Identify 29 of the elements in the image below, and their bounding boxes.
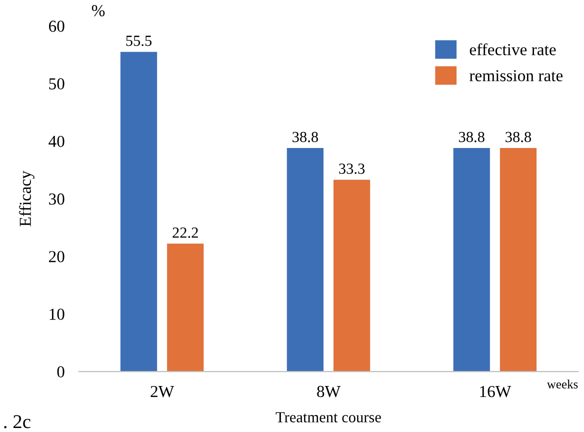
x-axis-title: Treatment course [276, 412, 381, 422]
x-tick-label: 16W [480, 386, 512, 398]
text: % [92, 5, 105, 16]
data-label: 38.8 [292, 132, 318, 142]
data-label: 55.5 [126, 36, 152, 46]
text: weeks [546, 380, 578, 388]
y-tick-label: 50 [49, 78, 64, 90]
bar [120, 52, 158, 372]
bar [167, 244, 204, 372]
y-tick-label: 40 [48, 136, 64, 148]
text: . 2c [4, 415, 30, 428]
y-tick-label: 60 [49, 20, 64, 32]
y-tick-label: 10 [50, 308, 64, 320]
data-label: 38.8 [459, 132, 484, 142]
x-tick-label: 2W [150, 386, 174, 398]
bar [500, 148, 537, 372]
data-label: 33.3 [339, 164, 365, 174]
y-tick-label: 20 [49, 251, 64, 262]
data-label: 22.2 [172, 228, 198, 238]
y-axis-title: Efficacy [19, 170, 34, 226]
y-tick-label: 0 [57, 366, 64, 378]
legend-label: effective rate [470, 43, 556, 56]
bar [333, 180, 370, 372]
bar [286, 148, 324, 372]
data-label: 38.8 [506, 132, 532, 142]
bar [453, 148, 490, 372]
legend-label: remission rate [470, 70, 563, 82]
x-tick-label: 8W [317, 386, 340, 398]
y-tick-label: 30 [49, 193, 64, 205]
